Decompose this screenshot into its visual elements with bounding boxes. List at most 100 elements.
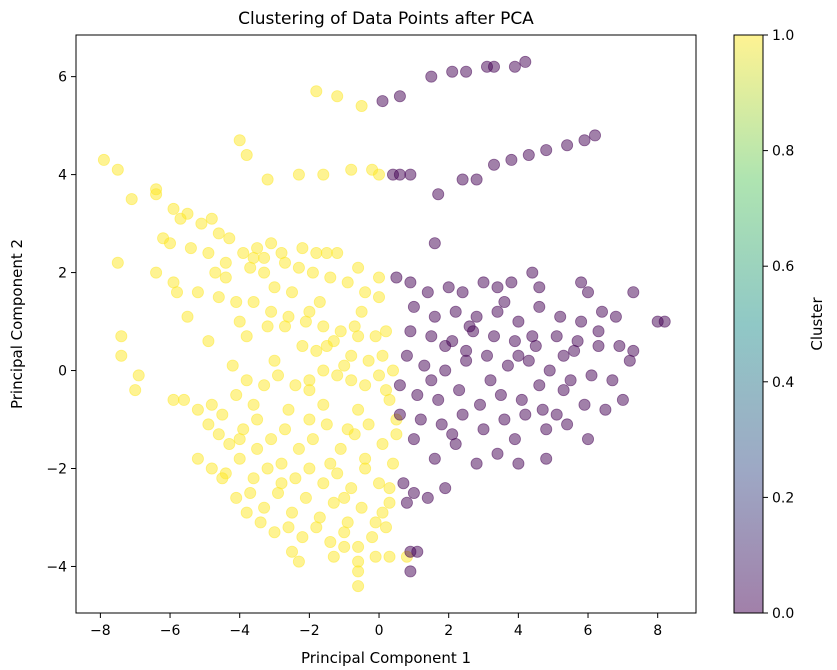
data-point (582, 286, 595, 299)
data-point (372, 477, 385, 490)
data-point (515, 393, 528, 406)
data-point (212, 291, 225, 304)
data-point (456, 408, 469, 421)
colorbar-label: Cluster (808, 297, 826, 351)
data-point (345, 349, 358, 362)
x-tick-label: −4 (229, 623, 250, 639)
plot-frame (75, 34, 697, 614)
data-point (306, 433, 319, 446)
data-point (512, 315, 525, 328)
data-point (174, 212, 187, 225)
data-point (205, 462, 218, 475)
data-point (327, 496, 340, 509)
data-point (282, 403, 295, 416)
data-point (163, 237, 176, 250)
data-point (202, 418, 215, 431)
x-tick-label: 8 (653, 623, 662, 639)
data-point (460, 344, 473, 357)
data-point (352, 403, 365, 416)
data-point (258, 251, 271, 264)
data-point (407, 433, 420, 446)
data-point (303, 462, 316, 475)
chart-title: Clustering of Data Points after PCA (238, 9, 534, 29)
data-point (379, 521, 392, 534)
data-point (623, 354, 636, 367)
data-point (352, 261, 365, 274)
data-point (170, 286, 183, 299)
data-point (477, 423, 490, 436)
data-point (428, 452, 441, 465)
data-point (289, 472, 302, 485)
data-point (533, 300, 546, 313)
data-point (261, 462, 274, 475)
data-point (275, 457, 288, 470)
data-point (292, 442, 305, 455)
data-point (376, 349, 389, 362)
data-point (278, 423, 291, 436)
data-point (383, 550, 396, 563)
data-point (216, 408, 229, 421)
data-point (536, 403, 549, 416)
data-point (261, 173, 274, 186)
data-point (268, 354, 281, 367)
x-tick-label: −2 (299, 623, 320, 639)
data-point (393, 408, 406, 421)
data-point (491, 447, 504, 460)
data-point (480, 349, 493, 362)
data-point (258, 501, 271, 514)
data-point (470, 457, 483, 470)
data-point (247, 295, 260, 308)
data-point (352, 580, 365, 593)
data-point (498, 295, 511, 308)
data-point (97, 153, 110, 166)
data-point (453, 384, 466, 397)
data-point (508, 335, 521, 348)
data-point (372, 291, 385, 304)
data-point (338, 526, 351, 539)
data-point (379, 384, 392, 397)
data-point (226, 359, 239, 372)
data-point (575, 315, 588, 328)
data-point (258, 379, 271, 392)
data-point (470, 310, 483, 323)
data-point (296, 339, 309, 352)
data-point (435, 418, 448, 431)
data-point (359, 452, 372, 465)
data-point (331, 467, 344, 480)
data-point (334, 325, 347, 338)
data-point (463, 320, 476, 333)
data-point (432, 393, 445, 406)
data-point (512, 457, 525, 470)
data-point (331, 246, 344, 259)
data-point (487, 158, 500, 171)
data-point (596, 305, 609, 318)
data-point (278, 256, 291, 269)
data-point (411, 545, 424, 558)
data-point (320, 339, 333, 352)
data-point (616, 393, 629, 406)
data-point (341, 423, 354, 436)
data-point (310, 521, 323, 534)
data-point (115, 349, 128, 362)
data-point (404, 276, 417, 289)
data-point (237, 246, 250, 259)
data-point (111, 163, 124, 176)
data-point (425, 330, 438, 343)
data-point (338, 491, 351, 504)
data-point (487, 330, 500, 343)
x-tick-label: 6 (584, 623, 593, 639)
data-point (501, 359, 514, 372)
data-point (428, 310, 441, 323)
data-point (393, 168, 406, 181)
data-point (317, 364, 330, 377)
data-point (150, 188, 163, 201)
data-point (265, 237, 278, 250)
data-point (561, 139, 574, 152)
colorbar-tick-label: 0.8 (772, 144, 794, 160)
y-tick-label: 4 (58, 168, 67, 184)
data-point (428, 237, 441, 250)
data-point (393, 90, 406, 103)
data-point (540, 423, 553, 436)
data-point (379, 325, 392, 338)
data-point (150, 266, 163, 279)
